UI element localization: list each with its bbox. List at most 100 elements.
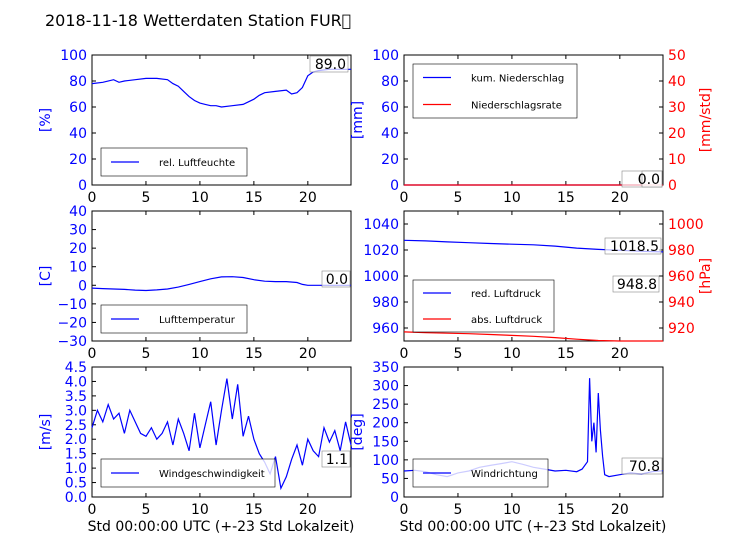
- x-axis-label-left: Std 00:00:00 UTC (+-23 Std Lokalzeit): [88, 519, 355, 535]
- x-tick-label: 15: [557, 502, 575, 518]
- x-axis-label-right: Std 00:00:00 UTC (+-23 Std Lokalzeit): [400, 519, 667, 535]
- x-tick-label: 10: [191, 190, 209, 206]
- y-right-axis-label: [mm/std]: [698, 88, 714, 153]
- value-box: [621, 457, 663, 475]
- x-tick-label: 20: [611, 502, 629, 518]
- x-tick-label: 20: [299, 346, 317, 362]
- y-right-tick-label: 40: [668, 74, 686, 90]
- y-axis-label: [m/s]: [38, 414, 54, 451]
- y-tick-label: 50: [381, 471, 399, 487]
- y-tick-label: 0.0: [65, 490, 87, 506]
- y-tick-label: 20: [69, 152, 87, 168]
- series-line-1: [91, 378, 352, 491]
- x-tick-label: 5: [141, 502, 150, 518]
- y-tick-label: 2.0: [65, 432, 87, 448]
- y-tick-label: 1.0: [65, 461, 87, 477]
- x-tick-label: 15: [245, 502, 263, 518]
- x-tick-label: 0: [400, 346, 409, 362]
- y-tick-label: 0: [78, 178, 87, 194]
- series-line-1: [91, 68, 351, 108]
- x-tick-label: 0: [400, 190, 409, 206]
- y-tick-label: 80: [69, 74, 87, 90]
- x-tick-label: 5: [141, 190, 150, 206]
- last-value-label: 70.8: [629, 459, 660, 475]
- value-box: [321, 270, 351, 288]
- legend-label: Lufttemperatur: [159, 315, 236, 326]
- value-box: [612, 275, 660, 293]
- y-right-tick-label: 980: [668, 243, 695, 259]
- y-tick-label: 100: [372, 48, 399, 64]
- value-box: [309, 55, 349, 73]
- legend-label: Niederschlagsrate: [471, 101, 562, 112]
- y-tick-label: 200: [372, 416, 399, 432]
- y-axis-label: [C]: [38, 266, 54, 287]
- last-value-label: 0.0: [326, 272, 348, 288]
- value-box: [604, 237, 662, 255]
- last-value-label: 1018.5: [610, 239, 659, 255]
- y-tick-label: 40: [69, 204, 87, 220]
- x-tick-label: 15: [557, 346, 575, 362]
- x-tick-label: 20: [299, 502, 317, 518]
- x-tick-label: 20: [611, 346, 629, 362]
- y-tick-label: 0: [390, 490, 399, 506]
- legend-label: red. Luftdruck: [471, 289, 541, 300]
- x-tick-label: 5: [453, 190, 462, 206]
- legend-box: [412, 63, 578, 119]
- x-tick-label: 10: [191, 346, 209, 362]
- y-tick-label: 0: [390, 178, 399, 194]
- x-tick-label: 0: [88, 190, 97, 206]
- legend-label: kum. Niederschlag: [471, 74, 564, 85]
- value-box: [641, 170, 663, 188]
- y-right-tick-label: 20: [668, 126, 686, 142]
- y-tick-label: 1020: [363, 243, 399, 259]
- series-line-1: [91, 276, 351, 292]
- y-tick-label: 80: [381, 74, 399, 90]
- panel-windspeed: 0 5 10 15 20 0.00.51.01.52.02.53.03.54.04.5 [m…: [38, 360, 352, 518]
- y-tick-label: 350: [372, 360, 399, 376]
- series-line-2: [403, 331, 663, 342]
- y-tick-label: 4.0: [65, 374, 87, 390]
- last-value-label: 89.0: [315, 57, 346, 73]
- x-tick-label: 10: [503, 502, 521, 518]
- y-tick-label: −30: [57, 334, 87, 350]
- y-right-tick-label: 1000: [668, 217, 704, 233]
- y-tick-label: −10: [57, 297, 87, 313]
- figure-title: 2018-11-18 Wetterdaten Station FUR : [45, 11, 351, 30]
- y-tick-label: 40: [69, 126, 87, 142]
- x-tick-label: 5: [453, 346, 462, 362]
- x-tick-label: 5: [141, 346, 150, 362]
- last-value-label: 948.8: [617, 277, 657, 293]
- panel-pressure: 0 5 10 15 20 960 980 1000 1020 1040 920 940 960 980 10…: [363, 210, 714, 362]
- last-value-label: 1.1: [326, 452, 348, 468]
- y-right-tick-label: 0: [668, 178, 677, 194]
- y-tick-label: 4.5: [65, 360, 87, 376]
- x-tick-label: 15: [245, 190, 263, 206]
- legend-box: [412, 279, 555, 333]
- y-tick-label: 40: [381, 126, 399, 142]
- y-axis-label: [%]: [38, 108, 54, 132]
- y-tick-label: 60: [69, 100, 87, 116]
- y-tick-label: 20: [69, 241, 87, 257]
- y-tick-label: 1040: [363, 217, 399, 233]
- y-tick-label: 3.0: [65, 403, 87, 419]
- y-tick-label: 1000: [363, 269, 399, 285]
- value-box: [321, 450, 351, 468]
- y-tick-label: 30: [69, 223, 87, 239]
- plot-frame: [403, 366, 664, 498]
- legend-label: rel. Luftfeuchte: [159, 158, 235, 169]
- legend-label: Windrichtung: [471, 469, 538, 480]
- legend-label: abs. Luftdruck: [471, 315, 542, 326]
- y-tick-label: 250: [372, 397, 399, 413]
- y-axis-label: [mm]: [350, 101, 366, 139]
- x-tick-label: 5: [453, 502, 462, 518]
- y-tick-label: 980: [372, 295, 399, 311]
- y-right-tick-label: 10: [668, 152, 686, 168]
- x-tick-label: 10: [191, 502, 209, 518]
- y-tick-label: 10: [69, 260, 87, 276]
- last-value-label: 0.0: [638, 172, 660, 188]
- y-tick-label: 60: [381, 100, 399, 116]
- y-tick-label: 100: [60, 48, 87, 64]
- y-tick-label: 1.5: [65, 447, 87, 463]
- y-tick-label: 0.5: [65, 476, 87, 492]
